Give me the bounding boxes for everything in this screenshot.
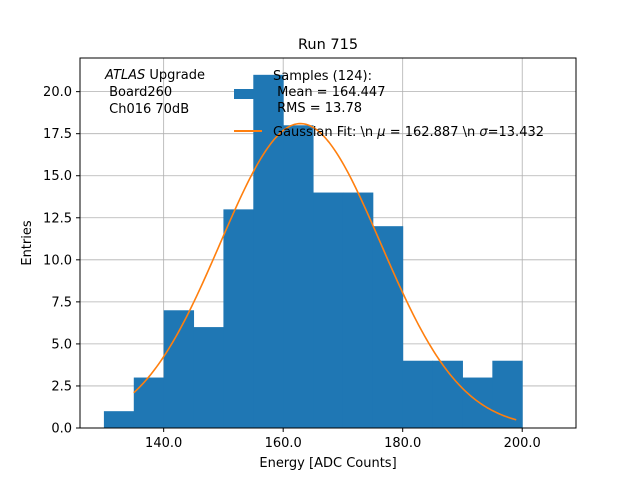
x-tick-label-2: 180.0 — [384, 436, 421, 451]
gaussian-fit-curve — [133, 122, 517, 421]
axis-ticks: 140.0 160.0 180.0 200.0 0.0 2.5 5.0 7.5 10.0 12.5… — [43, 85, 541, 451]
y-axis-label: Entries — [20, 220, 35, 266]
annotation-line-1: ATLAS Upgrade — [104, 68, 205, 83]
annotation-box: ATLAS Upgrade Board260 Ch016 70dB — [104, 68, 205, 117]
y-tick-label-1: 2.5 — [51, 379, 72, 394]
x-axis-label: Energy [ADC Counts] — [259, 456, 396, 471]
y-tick-label-8: 20.0 — [43, 85, 72, 100]
y-tick-label-2: 5.0 — [51, 337, 72, 352]
legend-hist-line-3: RMS = 13.78 — [273, 101, 362, 116]
y-tick-label-3: 7.5 — [51, 295, 72, 310]
histogram-bar-8 — [342, 192, 374, 428]
legend-fit-label: Gaussian Fit: \n μ = 162.887 \n σ=13.432 — [273, 125, 544, 140]
legend-fit-sigma-value: =13.432 — [488, 125, 544, 140]
histogram-bar-2 — [163, 310, 195, 428]
x-tick-label-1: 160.0 — [265, 436, 302, 451]
histogram-bar-3 — [193, 327, 224, 428]
histogram-bar-1 — [133, 377, 165, 428]
annotation-upgrade: Upgrade — [145, 68, 205, 83]
y-tick-label-5: 12.5 — [43, 211, 72, 226]
legend-fit-mu: μ — [376, 125, 385, 140]
y-tick-label-7: 17.5 — [43, 127, 72, 142]
x-tick-label-0: 140.0 — [145, 436, 182, 451]
x-tick-label-3: 200.0 — [504, 436, 541, 451]
histogram-bar-0 — [103, 411, 135, 428]
legend-fit-mu-value: = 162.887 \n — [386, 125, 480, 140]
annotation-atlas: ATLAS — [104, 68, 145, 83]
legend-fit-sigma: σ — [479, 125, 488, 140]
y-tick-label-4: 10.0 — [43, 253, 72, 268]
histogram-bar-7 — [313, 192, 344, 428]
histogram-bar-9 — [372, 226, 404, 428]
legend-fit-prefix: Gaussian Fit: \n — [273, 125, 377, 140]
legend-hist-line-2: Mean = 164.447 — [273, 85, 385, 100]
y-tick-label-6: 15.0 — [43, 169, 72, 184]
histogram-bar-10 — [402, 360, 434, 428]
histogram-bar-12 — [462, 377, 493, 428]
legend-hist-line-1: Samples (124): — [273, 69, 372, 84]
annotation-line-3: Ch016 70dB — [105, 102, 189, 117]
y-tick-label-0: 0.0 — [51, 422, 72, 437]
chart-title: Run 715 — [298, 37, 358, 53]
histogram-bars — [103, 74, 523, 429]
gaussian-fit — [133, 122, 517, 421]
histogram-bar-6 — [283, 125, 314, 428]
legend: Samples (124): Mean = 164.447 RMS = 13.7… — [234, 69, 544, 140]
legend-hist-swatch — [234, 89, 262, 99]
annotation-line-2: Board260 — [105, 85, 172, 100]
histogram-bar-4 — [223, 209, 254, 428]
plot-frame — [79, 57, 577, 429]
